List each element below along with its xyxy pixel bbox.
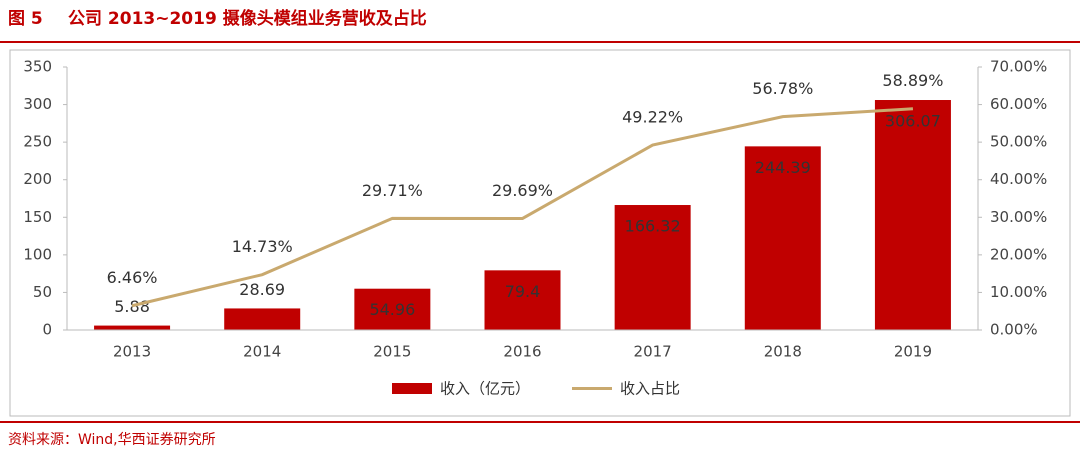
bar — [874, 100, 951, 330]
bar — [224, 308, 301, 330]
bar-label: 28.69 — [239, 280, 285, 299]
x-tick-label: 2013 — [113, 343, 151, 361]
y-tick-label: 200 — [23, 170, 52, 188]
bar — [484, 270, 561, 330]
x-tick-label: 2014 — [243, 343, 281, 361]
x-tick-label: 2017 — [634, 343, 672, 361]
legend-swatch — [392, 383, 432, 394]
y2-tick-label: 10.00% — [990, 283, 1047, 301]
x-tick-label: 2016 — [503, 343, 541, 361]
y-tick-label: 50 — [33, 283, 52, 301]
y-tick-label: 300 — [23, 95, 52, 113]
y2-tick-label: 50.00% — [990, 133, 1047, 151]
legend-label: 收入（亿元） — [440, 380, 530, 398]
chart-title: 公司 2013~2019 摄像头模组业务营收及占比 — [68, 8, 427, 29]
y2-tick-label: 20.00% — [990, 245, 1047, 263]
bar — [744, 146, 821, 330]
y2-tick-label: 70.00% — [990, 58, 1047, 76]
line-label: 6.46% — [107, 268, 158, 287]
bar — [94, 325, 171, 330]
line-label: 49.22% — [622, 108, 683, 127]
y2-tick-label: 30.00% — [990, 208, 1047, 226]
y2-tick-label: 40.00% — [990, 170, 1047, 188]
line-label: 14.73% — [232, 237, 293, 256]
bar-label: 79.4 — [505, 282, 541, 301]
line-label: 29.71% — [362, 181, 423, 200]
bar-label: 166.32 — [625, 217, 681, 236]
bar — [614, 205, 691, 330]
x-tick-label: 2018 — [764, 343, 802, 361]
bar-label: 306.07 — [885, 112, 941, 131]
y-tick-label: 0 — [42, 321, 52, 339]
y-tick-label: 150 — [23, 208, 52, 226]
x-tick-label: 2019 — [894, 343, 932, 361]
line-label: 56.78% — [752, 79, 813, 98]
y-tick-label: 250 — [23, 133, 52, 151]
y-tick-label: 350 — [23, 58, 52, 76]
figure-label: 图 5 — [8, 9, 43, 29]
y-tick-label: 100 — [23, 245, 52, 263]
bar-label: 54.96 — [369, 300, 415, 319]
bar-label: 244.39 — [755, 158, 811, 177]
bar — [354, 288, 431, 330]
y2-tick-label: 60.00% — [990, 95, 1047, 113]
line-label: 58.89% — [882, 71, 943, 90]
bar-label: 5.88 — [114, 297, 150, 316]
chart-frame — [9, 49, 1071, 417]
x-tick-label: 2015 — [373, 343, 411, 361]
source: 资料来源：Wind,华西证券研究所 — [8, 432, 216, 448]
line-label: 29.69% — [492, 181, 553, 200]
line — [131, 107, 914, 308]
y2-tick-label: 0.00% — [990, 321, 1038, 339]
legend-label: 收入占比 — [620, 380, 680, 398]
